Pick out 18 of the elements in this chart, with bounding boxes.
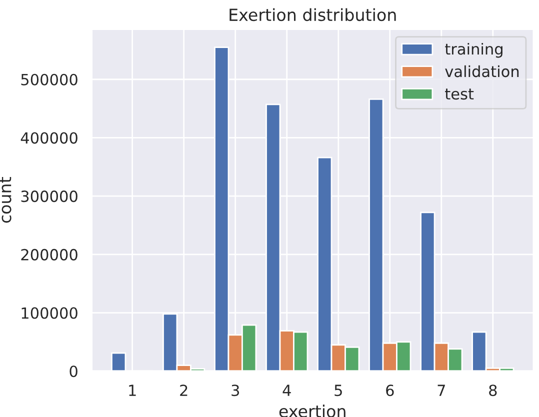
x-tick-label: 2 bbox=[180, 384, 188, 396]
y-tick-label: 100000 bbox=[22, 307, 78, 319]
x-tick-label: 8 bbox=[489, 384, 497, 396]
x-tick-label: 4 bbox=[282, 384, 291, 396]
chart-title: Exertion distribution bbox=[230, 8, 396, 22]
x-tick-label: 6 bbox=[386, 384, 394, 396]
y-tick-label: 0 bbox=[70, 366, 78, 378]
x-tick-label: 1 bbox=[129, 384, 136, 396]
y-tick-label: 300000 bbox=[21, 190, 78, 202]
legend-label: test bbox=[445, 88, 474, 100]
y-tick-label: 200000 bbox=[21, 248, 78, 260]
legend-label: validation bbox=[445, 65, 519, 78]
y-tick-label: 400000 bbox=[20, 132, 78, 144]
x-tick-label: 3 bbox=[232, 384, 239, 396]
y-tick-label: 500000 bbox=[21, 74, 78, 86]
x-tick-label: 5 bbox=[334, 384, 342, 396]
x-tick-label: 7 bbox=[438, 384, 445, 396]
legend-label: training bbox=[445, 42, 502, 58]
